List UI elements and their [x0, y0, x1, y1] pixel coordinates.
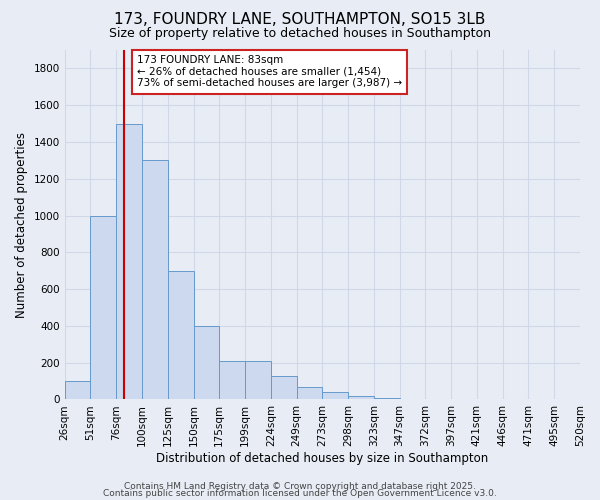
Y-axis label: Number of detached properties: Number of detached properties [15, 132, 28, 318]
Bar [348, 396, 374, 400]
Bar [116, 124, 142, 400]
Bar [271, 376, 296, 400]
Text: Contains HM Land Registry data © Crown copyright and database right 2025.: Contains HM Land Registry data © Crown c… [124, 482, 476, 491]
Bar [193, 326, 219, 400]
Text: 173 FOUNDRY LANE: 83sqm
← 26% of detached houses are smaller (1,454)
73% of semi: 173 FOUNDRY LANE: 83sqm ← 26% of detache… [137, 55, 402, 88]
Bar [65, 381, 91, 400]
Text: Size of property relative to detached houses in Southampton: Size of property relative to detached ho… [109, 28, 491, 40]
Bar [296, 386, 322, 400]
Bar [374, 398, 400, 400]
Bar [219, 361, 245, 400]
Text: Contains public sector information licensed under the Open Government Licence v3: Contains public sector information licen… [103, 490, 497, 498]
Bar [91, 216, 116, 400]
Bar [142, 160, 168, 400]
Bar [245, 361, 271, 400]
Bar [322, 392, 348, 400]
Text: 173, FOUNDRY LANE, SOUTHAMPTON, SO15 3LB: 173, FOUNDRY LANE, SOUTHAMPTON, SO15 3LB [115, 12, 485, 28]
Bar [168, 270, 193, 400]
X-axis label: Distribution of detached houses by size in Southampton: Distribution of detached houses by size … [156, 452, 488, 465]
